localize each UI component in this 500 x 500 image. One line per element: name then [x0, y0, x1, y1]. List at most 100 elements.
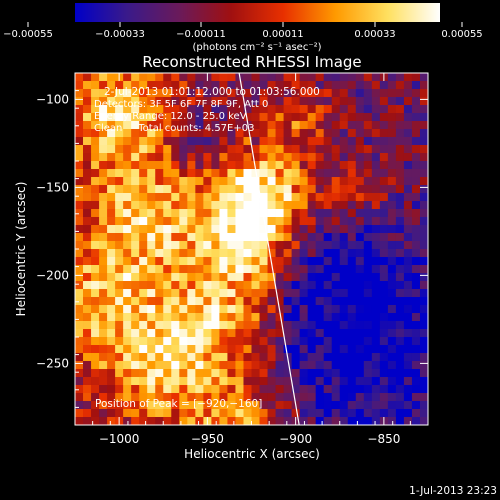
- heatmap-cell: [155, 81, 164, 90]
- heatmap-cell: [83, 233, 92, 242]
- heatmap-cell: [387, 169, 397, 178]
- heatmap-cell: [395, 73, 405, 82]
- heatmap-cell: [131, 81, 140, 90]
- heatmap-cell: [179, 217, 188, 226]
- heatmap-cell: [147, 353, 156, 362]
- colorbar-tick-labels: −0.00055 −0.00033 −0.00011 0.00011 0.00033 0.…: [3, 29, 483, 40]
- heatmap-cell: [195, 329, 204, 338]
- heatmap-cell: [419, 201, 428, 210]
- heatmap-cell: [179, 409, 188, 418]
- heatmap-cell: [291, 369, 301, 378]
- footer-timestamp: 1-Jul-2013 23:23: [409, 485, 497, 497]
- heatmap-cell: [179, 185, 188, 194]
- heatmap-cell: [123, 233, 132, 242]
- heatmap-cell: [363, 169, 373, 178]
- heatmap-cell: [203, 153, 212, 162]
- heatmap-cell: [123, 257, 132, 266]
- heatmap-cell: [331, 209, 341, 218]
- heatmap-cell: [299, 377, 309, 386]
- heatmap-cell: [323, 401, 333, 410]
- heatmap-cell: [131, 337, 140, 346]
- heatmap-cell: [91, 113, 100, 122]
- heatmap-cell: [339, 193, 349, 202]
- heatmap-cell: [307, 153, 317, 162]
- heatmap-cell: [91, 81, 100, 90]
- heatmap-cell: [259, 321, 268, 330]
- heatmap-cell: [291, 297, 301, 306]
- heatmap-cell: [299, 401, 309, 410]
- heatmap-cell: [171, 345, 180, 354]
- heatmap-cell: [99, 225, 108, 234]
- heatmap-cell: [187, 121, 196, 130]
- heatmap-cell: [395, 345, 405, 354]
- heatmap-cell: [195, 297, 204, 306]
- heatmap-cell: [155, 177, 164, 186]
- heatmap-cell: [403, 385, 413, 394]
- heatmap-cell: [347, 233, 357, 242]
- heatmap-cell: [251, 281, 260, 290]
- heatmap-cell: [163, 89, 172, 98]
- heatmap-cell: [123, 353, 132, 362]
- heatmap-cell: [411, 353, 421, 362]
- heatmap-cell: [323, 209, 333, 218]
- heatmap-cell: [115, 97, 124, 106]
- heatmap-cell: [179, 297, 188, 306]
- heatmap-cell: [299, 249, 309, 258]
- heatmap-cell: [75, 257, 84, 266]
- heatmap-cell: [411, 241, 421, 250]
- heatmap-cell: [99, 321, 108, 330]
- heatmap-cell: [235, 401, 244, 410]
- heatmap-cell: [419, 337, 428, 346]
- heatmap-cell: [107, 89, 116, 98]
- heatmap-cell: [99, 337, 108, 346]
- heatmap-cell: [347, 369, 357, 378]
- heatmap-cell: [171, 241, 180, 250]
- heatmap-cell: [203, 385, 212, 394]
- heatmap-cell: [371, 369, 381, 378]
- heatmap-cell: [387, 89, 397, 98]
- heatmap-cell: [331, 137, 341, 146]
- heatmap-cell: [371, 153, 381, 162]
- heatmap-cell: [99, 409, 108, 418]
- heatmap-cell: [139, 169, 148, 178]
- heatmap-cell: [411, 137, 421, 146]
- heatmap-cell: [291, 209, 301, 218]
- heatmap-cell: [355, 161, 365, 170]
- heatmap-cell: [91, 409, 100, 418]
- heatmap-cell: [99, 121, 108, 130]
- heatmap-cell: [115, 153, 124, 162]
- heatmap-cell: [155, 353, 164, 362]
- heatmap-cell: [147, 361, 156, 370]
- heatmap-cell: [219, 193, 228, 202]
- heatmap-cell: [355, 297, 365, 306]
- heatmap-cell: [331, 281, 341, 290]
- heatmap-cell: [251, 273, 260, 282]
- heatmap-cell: [395, 329, 405, 338]
- heatmap-cell: [91, 137, 100, 146]
- heatmap-cell: [83, 145, 92, 154]
- heatmap-cell: [259, 329, 268, 338]
- heatmap-cell: [211, 417, 220, 425]
- heatmap-cell: [291, 353, 301, 362]
- heatmap-cell: [107, 209, 116, 218]
- heatmap-cell: [99, 257, 108, 266]
- heatmap-cell: [419, 193, 428, 202]
- heatmap-cell: [227, 329, 236, 338]
- heatmap-cell: [291, 281, 301, 290]
- heatmap-cell: [179, 393, 188, 402]
- heatmap-cell: [139, 273, 148, 282]
- heatmap-cell: [291, 177, 301, 186]
- heatmap-cell: [83, 369, 92, 378]
- heatmap-cell: [275, 153, 284, 162]
- heatmap-cell: [363, 153, 373, 162]
- heatmap-cell: [251, 369, 260, 378]
- heatmap-cell: [115, 401, 124, 410]
- heatmap-cell: [171, 73, 180, 82]
- heatmap-cell: [275, 321, 284, 330]
- heatmap-cell: [139, 361, 148, 370]
- heatmap-cell: [403, 225, 413, 234]
- heatmap-cell: [163, 137, 172, 146]
- heatmap-cell: [227, 385, 236, 394]
- heatmap-cell: [195, 289, 204, 298]
- heatmap-cell: [123, 337, 132, 346]
